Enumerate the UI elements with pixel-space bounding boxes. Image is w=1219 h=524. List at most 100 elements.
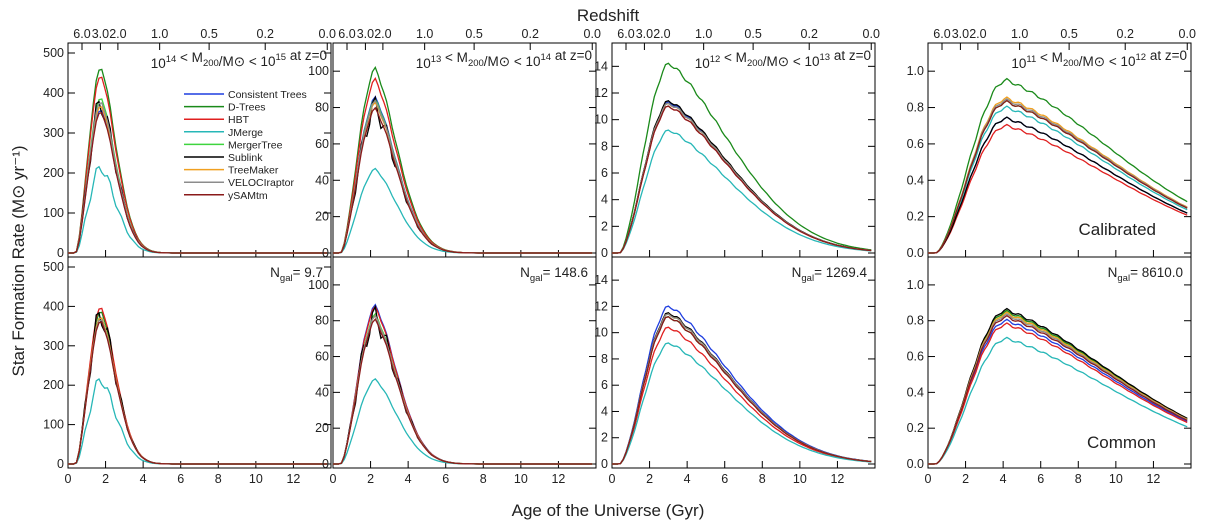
redshift-tick-label: 0.0 [584,27,601,41]
panel-common-col4: 0.0 0.2 0.4 0.6 0.8 1.0 0 2 4 6 8 10 12 Ngal= 8610.0 C… [907,256,1192,486]
series-line-sublink [928,116,1188,254]
panel-common-col3: 0 2 4 6 8 10 12 14 0 2 4 6 8 10 12 Ngal= 1269.4 [594,256,876,486]
x-tick-label: 10 [1109,472,1123,486]
redshift-tick-label: 0.0 [1179,27,1196,41]
legend-entry: HBT [228,114,250,126]
y-tick-label: 0.6 [907,137,924,151]
redshift-tick-label: 2.0 [653,27,670,41]
y-tick-label: 1.0 [907,64,924,78]
panel-frame [927,256,1192,469]
x-tick-label: 12 [830,472,844,486]
x-tick-label: 8 [480,472,487,486]
legend-entry: VELOCIraptor [228,177,294,189]
panel-frame [67,42,332,258]
panel-common-col2: 0 20 40 60 80 100 0 2 4 6 8 10 12 Ngal= 148.6 [308,256,597,486]
x-tick-label: 10 [249,472,263,486]
series-line-treemaker [333,101,593,254]
y-tick-label: 4 [601,193,608,207]
y-tick-label: 20 [315,421,329,435]
redshift-tick-label: 1.0 [416,27,433,41]
series-line-sublink [333,304,593,465]
x-tick-label: 0 [65,472,72,486]
y-axis-label: Star Formation Rate (M⊙ yr⁻¹) [9,145,28,376]
x-tick-label: 12 [1146,472,1160,486]
series-line-jmerge [68,378,328,465]
redshift-tick-label: 0.2 [1117,27,1134,41]
legend-entry: ySAMtm [228,190,268,202]
ngal-label: Ngal= 1269.4 [792,265,868,284]
ngal-label: Ngal= 9.7 [270,265,323,284]
series-line-velociraptor [68,319,328,465]
series-line-sublink [333,95,593,254]
panel-frame [332,256,597,469]
y-tick-label: 2 [601,219,608,233]
y-tick-label: 0.4 [907,173,924,187]
y-tick-label: 100 [43,206,64,220]
series-line-d-trees [333,65,593,254]
x-tick-label: 4 [684,472,691,486]
y-tick-label: 0.0 [907,457,924,471]
row-label-common: Common [1087,433,1156,452]
redshift-tick-label: 3.0 [92,27,109,41]
panel-calibrated-col2: 0 20 40 60 80 100 6.0 3.0 2.0 1.0 0.5 0.2 0.0 1013 < … [308,27,601,260]
y-tick-label: 40 [315,385,329,399]
y-tick-label: 0 [601,457,608,471]
y-tick-label: 200 [43,166,64,180]
redshift-tick-label: 3.0 [636,27,653,41]
y-tick-label: 60 [315,350,329,364]
x-tick-label: 12 [551,472,565,486]
series-line-jmerge [928,105,1188,254]
y-tick-label: 10 [594,113,608,127]
redshift-tick-label: 3.0 [357,27,374,41]
mass-bin-label: 1014 < M200/M⊙ < 1015 at z=0 [151,48,327,71]
series-line-d-trees [612,62,872,254]
series-line-ysamtm [612,315,872,465]
redshift-tick-label: 0.2 [257,27,274,41]
y-tick-label: 2 [601,431,608,445]
panel-calibrated-col3: 0 2 4 6 8 10 12 14 6.0 3.0 2.0 1.0 0.5 0.2 0.0 1012 < M… [594,27,880,260]
redshift-tick-label: 1.0 [151,27,168,41]
y-tick-label: 14 [594,273,608,287]
legend-entry: MergerTree [228,139,283,151]
series-line-velociraptor [333,99,593,254]
y-tick-label: 10 [594,326,608,340]
series-line-ysamtm [68,112,328,254]
series-line-jmerge [612,342,872,465]
panel-calibrated-col4: 0.0 0.2 0.4 0.6 0.8 1.0 6.0 3.0 2.0 1.0 0.5 0.2 0.0 1… [907,27,1196,260]
redshift-tick-label: 0.5 [744,27,761,41]
x-tick-label: 10 [793,472,807,486]
series-line-d-trees [333,314,593,465]
panel-frame [67,256,332,469]
x-tick-label: 4 [405,472,412,486]
series-line-ysamtm [333,106,593,254]
y-tick-label: 60 [315,137,329,151]
series-line-hbt [612,326,872,465]
redshift-tick-label: 6.0 [933,27,950,41]
x-tick-label: 4 [1000,472,1007,486]
x-tick-label: 10 [514,472,528,486]
series-line-consistent-trees [612,305,872,465]
y-tick-label: 100 [308,64,329,78]
series-line-mergertree [333,97,593,254]
y-tick-label: 6 [601,378,608,392]
ngal-label: Ngal= 148.6 [520,265,588,284]
y-tick-label: 8 [601,352,608,366]
y-tick-label: 300 [43,126,64,140]
series-line-ysamtm [928,99,1188,254]
legend: Consistent TreesD-TreesHBTJMergeMergerTr… [184,89,307,202]
x-tick-label: 2 [962,472,969,486]
x-tick-label: 6 [721,472,728,486]
redshift-tick-label: 2.0 [109,27,126,41]
redshift-tick-label: 6.0 [73,27,90,41]
series-line-velociraptor [333,314,593,465]
y-tick-label: 0 [57,457,64,471]
y-tick-label: 400 [43,299,64,313]
y-tick-label: 0 [322,457,329,471]
redshift-tick-label: 1.0 [695,27,712,41]
x-tick-label: 12 [286,472,300,486]
y-tick-label: 0.2 [907,210,924,224]
y-tick-label: 4 [601,404,608,418]
y-tick-label: 12 [594,299,608,313]
